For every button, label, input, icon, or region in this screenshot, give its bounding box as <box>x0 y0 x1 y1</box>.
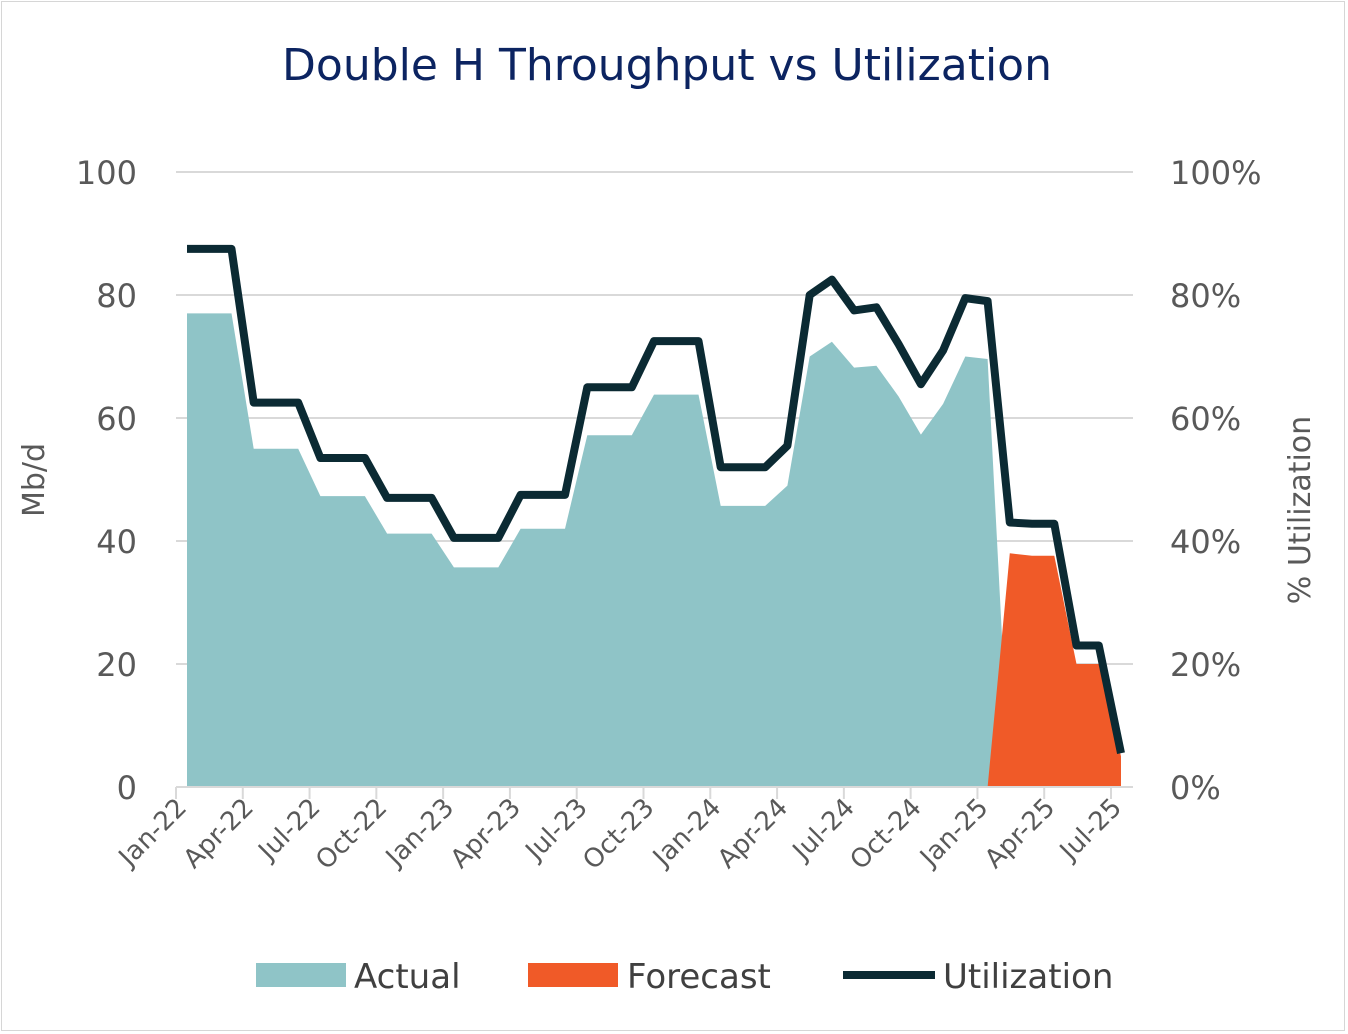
legend-label-actual: Actual <box>354 957 461 997</box>
y-tick-label: 40 <box>96 523 137 561</box>
x-tick-label: Oct-24 <box>845 793 928 876</box>
y2-tick-label: 0% <box>1170 769 1221 807</box>
x-tick-label: Jan-24 <box>646 793 727 874</box>
legend-label-forecast: Forecast <box>627 957 771 997</box>
actual-area <box>187 313 1010 787</box>
legend-swatch-actual <box>256 963 346 987</box>
legend-label-utilization: Utilization <box>943 957 1113 997</box>
y-tick-label: 100 <box>76 154 137 192</box>
y2-tick-label: 40% <box>1170 523 1241 561</box>
x-tick-label: Jul-25 <box>1053 793 1128 868</box>
y-tick-label: 60 <box>96 400 137 438</box>
y2-tick-label: 20% <box>1170 646 1241 684</box>
x-tick-label: Apr-22 <box>178 793 260 875</box>
x-tick-label: Apr-23 <box>445 793 527 875</box>
left-axis-title: Mb/d <box>17 443 52 517</box>
x-axis: Jan-22Apr-22Jul-22Oct-22Jan-23Apr-23Jul-… <box>112 786 1133 876</box>
x-tick-label: Apr-25 <box>979 793 1061 875</box>
y2-tick-label: 60% <box>1170 400 1241 438</box>
y2-tick-label: 80% <box>1170 277 1241 315</box>
x-tick-label: Oct-22 <box>310 793 393 876</box>
line-series <box>187 244 1125 755</box>
y2-tick-label: 100% <box>1170 154 1261 192</box>
right-axis-ticks: 0% 20% 40% 60% 80% 100% <box>1170 154 1261 807</box>
utilization-line <box>187 244 1125 755</box>
x-tick-label: Jan-25 <box>913 793 994 874</box>
y-tick-label: 0 <box>117 769 137 807</box>
legend: Actual Forecast Utilization <box>256 957 1113 997</box>
x-tick-label: Oct-23 <box>577 793 660 876</box>
x-tick-label: Jan-23 <box>379 793 460 874</box>
y-tick-label: 20 <box>96 646 137 684</box>
chart-title: Double H Throughput vs Utilization <box>282 40 1052 91</box>
x-tick-label: Apr-24 <box>712 793 794 875</box>
forecast-area <box>987 553 1121 787</box>
y-tick-label: 80 <box>96 277 137 315</box>
legend-swatch-forecast <box>528 963 618 987</box>
area-series <box>187 313 1121 787</box>
right-axis-title: % Utilization <box>1283 416 1318 604</box>
left-axis-ticks: 0 20 40 60 80 100 <box>76 154 137 807</box>
